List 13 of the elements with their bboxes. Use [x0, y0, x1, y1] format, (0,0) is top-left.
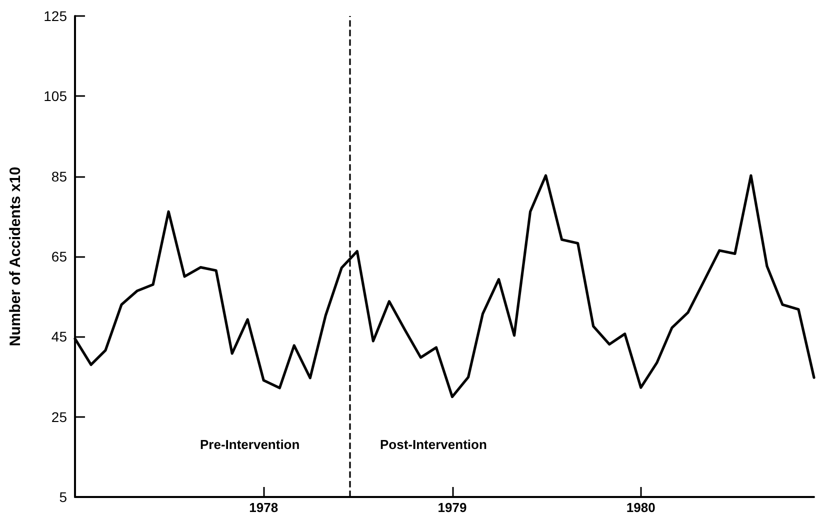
x-tick-label: 1980	[626, 500, 656, 515]
x-tick-label: 1978	[249, 500, 278, 515]
y-tick-label: 105	[44, 88, 68, 104]
y-axis-title: Number of Accidents x10	[7, 166, 24, 346]
x-tick-label: 1979	[438, 500, 467, 515]
y-tick-label: 65	[51, 248, 68, 264]
annotation: Post-Intervention	[380, 437, 487, 452]
y-tick-label: 5	[59, 489, 68, 505]
annotation: Pre-Intervention	[200, 437, 300, 452]
y-tick-label: 45	[51, 328, 68, 345]
y-tick-label: 125	[44, 8, 68, 24]
y-tick-label: 85	[51, 168, 68, 184]
y-tick-label: 25	[51, 408, 68, 425]
